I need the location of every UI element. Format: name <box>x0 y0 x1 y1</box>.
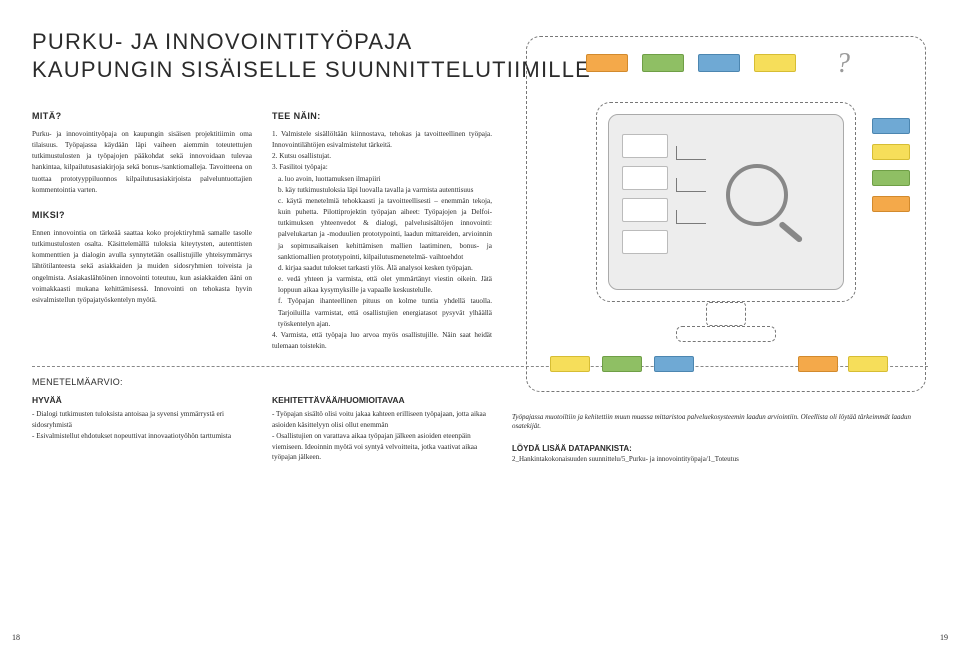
column-left: MITÄ? Purku- ja innovointityöpaja on kau… <box>32 105 252 352</box>
diagram-stand-1 <box>706 302 746 326</box>
page-number-left: 18 <box>12 633 20 642</box>
body-miksi: Ennen innovointia on tärkeää saattaa kok… <box>32 228 252 306</box>
heading-miksi: MIKSI? <box>32 210 252 220</box>
body-hyvaa: - Dialogi tutkimusten tuloksista antoisa… <box>32 409 252 441</box>
arrow-1 <box>676 146 706 160</box>
card-white-4 <box>622 230 668 254</box>
heading-mita: MITÄ? <box>32 111 252 121</box>
body-kehitettavaa: - Työpajan sisältö olisi voitu jakaa kah… <box>272 409 492 463</box>
chip-green-1 <box>642 54 684 72</box>
chip-blue-3 <box>654 356 694 372</box>
eval-col-hyvaa: HYVÄÄ - Dialogi tutkimusten tuloksista a… <box>32 395 252 463</box>
chip-green-3 <box>602 356 642 372</box>
chip-orange-1 <box>586 54 628 72</box>
body-mita: Purku- ja innovointityöpaja on kaupungin… <box>32 129 252 196</box>
chip-yellow-4 <box>848 356 888 372</box>
eval-col-kehitettavaa: KEHITETTÄVÄÄ/HUOMIOITAVAA - Työpajan sis… <box>272 395 492 463</box>
diagram-stand-2 <box>676 326 776 342</box>
chip-blue-1 <box>698 54 740 72</box>
arrow-3 <box>676 210 706 224</box>
figure-caption: Työpajassa muotoiltiin ja kehitettiin mu… <box>512 413 928 433</box>
body-tee-nain: 1. Valmistele sisällöltään kiinnostava, … <box>272 129 492 352</box>
magnifier-icon <box>726 164 806 244</box>
card-white-1 <box>622 134 668 158</box>
workshop-diagram: ? <box>526 24 926 404</box>
link-path: 2_Hankintakokonaisuuden suunnittelu/5_Pu… <box>512 455 928 463</box>
eval-col-caption: Työpajassa muotoiltiin ja kehitettiin mu… <box>512 395 928 463</box>
evaluation-row: HYVÄÄ - Dialogi tutkimusten tuloksista a… <box>32 395 928 463</box>
heading-kehitettavaa: KEHITETTÄVÄÄ/HUOMIOITAVAA <box>272 395 492 405</box>
heading-loyda-lisaa: LÖYDÄ LISÄÄ DATAPANKISTA: <box>512 444 928 453</box>
heading-hyvaa: HYVÄÄ <box>32 395 252 405</box>
chip-blue-2 <box>872 118 910 134</box>
chip-green-2 <box>872 170 910 186</box>
body-columns: MITÄ? Purku- ja innovointityöpaja on kau… <box>32 105 492 352</box>
card-white-2 <box>622 166 668 190</box>
column-right: TEE NÄIN: 1. Valmistele sisällöltään kii… <box>272 105 492 352</box>
chip-yellow-2 <box>872 144 910 160</box>
question-mark: ? <box>836 48 850 80</box>
card-white-3 <box>622 198 668 222</box>
chip-orange-3 <box>798 356 838 372</box>
chip-yellow-3 <box>550 356 590 372</box>
chip-orange-2 <box>872 196 910 212</box>
arrow-2 <box>676 178 706 192</box>
page-number-right: 19 <box>940 633 948 642</box>
heading-tee-nain: TEE NÄIN: <box>272 111 492 121</box>
chip-yellow-1 <box>754 54 796 72</box>
